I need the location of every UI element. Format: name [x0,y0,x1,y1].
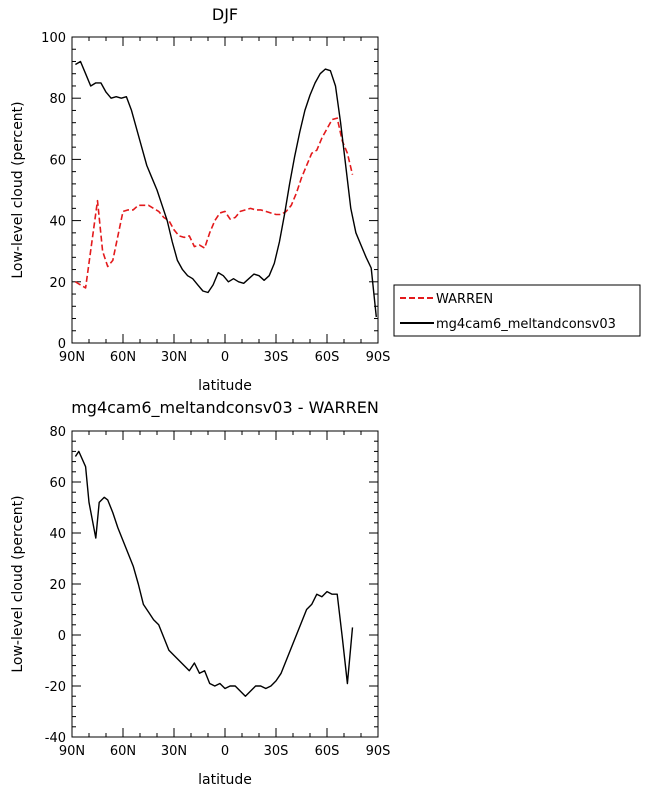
x-tick-label: 90N [59,744,85,759]
y-tick-label: 60 [49,476,66,491]
x-tick-label: 60S [315,744,340,759]
x-tick-label: 90S [366,350,391,365]
x-tick-label: 90S [366,744,391,759]
y-tick-label: 20 [49,578,66,593]
axis-ticks: 90N 60N 30N 0 30S 60S 90S -40 -20 0 20 40 60 80 [45,425,391,759]
x-tick-label: 0 [221,744,229,759]
y-tick-label: 40 [49,527,66,542]
series-line-difference [74,450,354,697]
axis-ticks: 90N 60N 30N 0 30S 60S 90S 0 20 40 60 80 100 [41,31,390,365]
x-axis-label: latitude [198,378,252,394]
chart-panel-djf: DJF latitude Low-level cloud (percent) 9… [10,5,390,394]
x-tick-label: 30N [161,350,187,365]
series-line-warren [74,117,354,289]
y-tick-label: -20 [45,680,66,695]
legend-label-warren: WARREN [436,292,493,307]
y-tick-label: 100 [41,31,66,46]
series-lines [74,60,377,318]
y-tick-label: 60 [49,153,66,168]
series-lines [74,450,354,697]
legend-frame [393,284,641,337]
x-tick-label: 0 [221,350,229,365]
x-tick-label: 30S [264,744,289,759]
chart-title: mg4cam6_meltandconsv03 - WARREN [71,398,379,418]
chart-title: DJF [212,5,238,24]
x-axis-label: latitude [198,772,252,788]
y-tick-label: 40 [49,215,66,230]
x-tick-label: 60N [110,744,136,759]
y-axis-label: Low-level cloud (percent) [10,495,26,672]
x-tick-label: 30S [264,350,289,365]
legend: WARREN mg4cam6_meltandconsv03 [393,284,641,337]
y-tick-label: 0 [58,337,66,352]
y-tick-label: -40 [45,731,66,746]
plot-frame [71,430,379,738]
y-tick-label: 0 [58,629,66,644]
y-axis-label: Low-level cloud (percent) [10,101,26,278]
series-line-mg4cam6-meltandconsv03 [75,60,377,318]
plot-frame [71,36,379,344]
legend-label-mg4cam6: mg4cam6_meltandconsv03 [436,317,616,332]
x-tick-label: 60S [315,350,340,365]
x-tick-label: 60N [110,350,136,365]
x-tick-label: 30N [161,744,187,759]
y-tick-label: 20 [49,276,66,291]
y-tick-label: 80 [49,425,66,440]
y-tick-label: 80 [49,92,66,107]
x-tick-label: 90N [59,350,85,365]
chart-panel-difference: mg4cam6_meltandconsv03 - WARREN latitude… [10,398,390,788]
